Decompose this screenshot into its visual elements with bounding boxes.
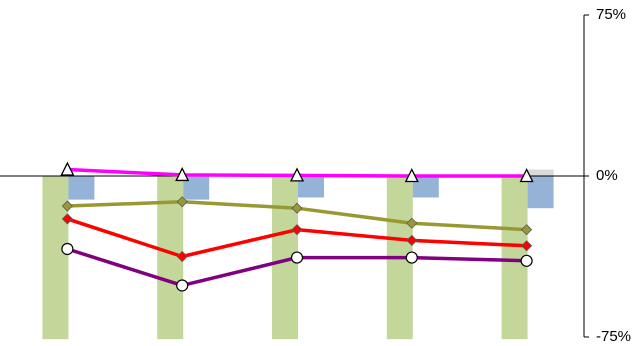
bar-series2-1 bbox=[68, 176, 95, 200]
y-tick-label-3: -75% bbox=[596, 328, 631, 345]
y-axis: 75% 0% -75% bbox=[583, 6, 631, 345]
marker-series1-5 bbox=[519, 168, 534, 183]
marker-series2-5 bbox=[521, 224, 533, 236]
marker-series3-4 bbox=[406, 234, 418, 246]
marker-series1-4 bbox=[404, 168, 419, 183]
bar-series2-2 bbox=[183, 176, 210, 200]
y-tick-label-1: 75% bbox=[596, 6, 626, 23]
marker-series4-5 bbox=[520, 254, 533, 267]
marker-series4-2 bbox=[176, 279, 189, 292]
marker-series3-5 bbox=[521, 240, 533, 252]
bar-series2-3 bbox=[298, 176, 324, 198]
marker-series2-4 bbox=[406, 217, 418, 229]
marker-series4-3 bbox=[290, 251, 304, 264]
marker-series3-1 bbox=[61, 213, 73, 225]
marker-series1-2 bbox=[175, 166, 190, 182]
bar-series2-4 bbox=[412, 176, 439, 198]
marker-series4-1 bbox=[61, 242, 74, 256]
bar-series1-1 bbox=[42, 176, 69, 340]
marker-series2-3 bbox=[291, 202, 303, 214]
marker-series1-1 bbox=[60, 161, 75, 176]
marker-series2-2 bbox=[176, 196, 188, 208]
marker-series2-1 bbox=[61, 200, 73, 212]
bar-series3-5 bbox=[527, 169, 554, 176]
marker-series1-3 bbox=[289, 167, 305, 182]
lines-layer bbox=[60, 161, 534, 292]
marker-series3-2 bbox=[176, 250, 188, 263]
marker-series3-3 bbox=[291, 224, 303, 236]
y-tick-label-2: 0% bbox=[596, 167, 618, 184]
marker-series4-4 bbox=[405, 251, 418, 264]
